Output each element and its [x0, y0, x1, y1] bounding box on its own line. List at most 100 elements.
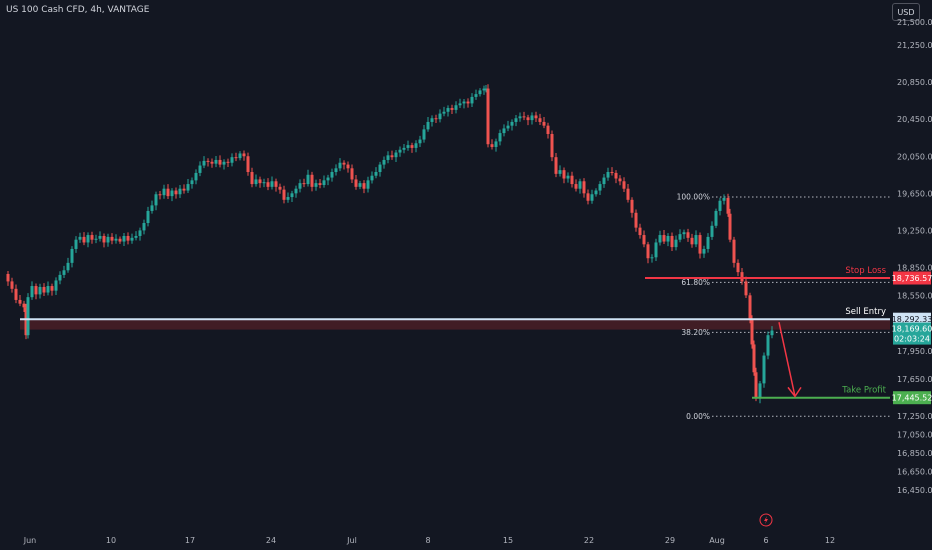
fibonacci-layer: 100.00% 61.80% 38.20% 0.00% — [677, 193, 890, 421]
candle-body — [358, 183, 362, 187]
candle-body — [98, 235, 102, 239]
candle-body — [582, 181, 586, 194]
icon-layer — [759, 513, 773, 527]
candle-body — [262, 182, 266, 184]
candle-body — [366, 180, 370, 189]
candle-body — [634, 212, 638, 228]
price-tick-label: 20,850.00 — [897, 78, 932, 87]
candle-body — [498, 133, 502, 142]
candle-body — [534, 115, 538, 119]
time-tick-label: 8 — [425, 536, 430, 545]
candle-body — [402, 147, 406, 150]
time-tick-label: Jul — [346, 536, 357, 545]
candle-body — [414, 143, 418, 148]
stop-loss-price-badge: 18,736.57 — [892, 274, 932, 283]
current-price-badge-bg — [893, 322, 931, 345]
time-axis[interactable]: Jun 10 17 24 Jul 8 15 22 29 Aug 6 12 — [23, 536, 835, 545]
candle-body — [590, 194, 594, 201]
candle-body — [646, 244, 650, 259]
candle-body — [642, 235, 646, 245]
candle-body — [386, 155, 390, 160]
candle-body — [126, 235, 130, 241]
candle-body — [338, 162, 342, 169]
candle-body — [434, 118, 438, 120]
candle-body — [282, 189, 286, 200]
candle-body — [54, 280, 58, 291]
candle-body — [18, 299, 22, 304]
countdown-badge: 02:03:24 — [894, 335, 930, 344]
candle-body — [346, 164, 350, 169]
candle-body — [630, 199, 634, 213]
price-tick-label: 16,650.00 — [897, 467, 932, 476]
fib-level-label: 38.20% — [681, 328, 710, 337]
candle-body — [714, 210, 718, 226]
candle-body — [754, 372, 758, 399]
stop-loss-label: Stop Loss — [845, 266, 886, 276]
candle-body — [748, 295, 752, 319]
price-tick-label: 16,450.00 — [897, 486, 932, 495]
candle-body — [562, 170, 566, 179]
candle-body — [482, 88, 486, 91]
candle-body — [374, 172, 378, 176]
candle-body — [610, 172, 614, 174]
candle-body — [558, 170, 562, 174]
candle-body — [286, 197, 290, 200]
candle-body — [766, 335, 770, 356]
candle-body — [454, 105, 458, 110]
currency-button[interactable]: USD — [892, 3, 920, 21]
candle-body — [470, 96, 474, 104]
time-tick-label: 10 — [106, 536, 116, 545]
candle-body — [542, 121, 546, 126]
candle-body — [278, 186, 282, 190]
candle-body — [362, 183, 366, 189]
candle-body — [674, 239, 678, 248]
candle-body — [662, 235, 666, 242]
price-axis[interactable]: 21,500.00 21,250.00 20,850.00 20,450.00 20,0… — [892, 18, 932, 495]
candle-body — [34, 286, 38, 295]
candle-body — [586, 193, 590, 201]
sell-entry-label: Sell Entry — [845, 307, 886, 317]
candle-body — [234, 157, 238, 159]
take-profit-label: Take Profit — [841, 386, 886, 396]
candle-body — [670, 235, 674, 248]
candle-body — [118, 238, 122, 242]
candle-body — [24, 307, 28, 336]
candle-body — [706, 236, 710, 249]
candle-body — [538, 118, 542, 122]
candle-body — [46, 286, 50, 293]
candle-body — [138, 230, 142, 236]
candle-body — [110, 236, 114, 241]
candle-body — [378, 164, 382, 173]
candle-body — [6, 273, 10, 282]
candle-body — [230, 157, 234, 163]
candle-body — [494, 141, 498, 147]
take-profit-price-badge-bg — [893, 391, 931, 405]
fib-level-label: 100.00% — [677, 193, 710, 202]
price-tick-label: 16,850.00 — [897, 449, 932, 458]
candle-body — [422, 129, 426, 140]
candle-body — [258, 179, 262, 184]
supply-zone — [20, 319, 890, 330]
candle-body — [342, 162, 346, 165]
candle-body — [770, 330, 774, 336]
candle-body — [218, 159, 222, 165]
candle-body — [70, 248, 74, 263]
candle-body — [154, 194, 158, 206]
levels-layer: Stop Loss Sell Entry Take Profit — [20, 266, 890, 399]
candle-body — [438, 113, 442, 120]
projection-arrow — [778, 322, 796, 397]
candle-body — [732, 239, 736, 263]
price-tick-label: 18,550.00 — [897, 291, 932, 300]
candle-body — [502, 128, 506, 134]
symbol-title: US 100 Cash CFD, 4h, VANTAGE — [6, 5, 150, 15]
sell-entry-price-badge: 18,292.33 — [892, 315, 932, 324]
candle-body — [298, 183, 302, 189]
candle-body — [666, 235, 670, 242]
lightning-bolt-icon — [759, 513, 773, 527]
candle-body — [250, 172, 254, 185]
candle-body — [430, 118, 434, 122]
candle-body — [394, 152, 398, 158]
candle-body — [170, 190, 174, 197]
current-price-badge: 18,169.60 — [892, 325, 932, 334]
